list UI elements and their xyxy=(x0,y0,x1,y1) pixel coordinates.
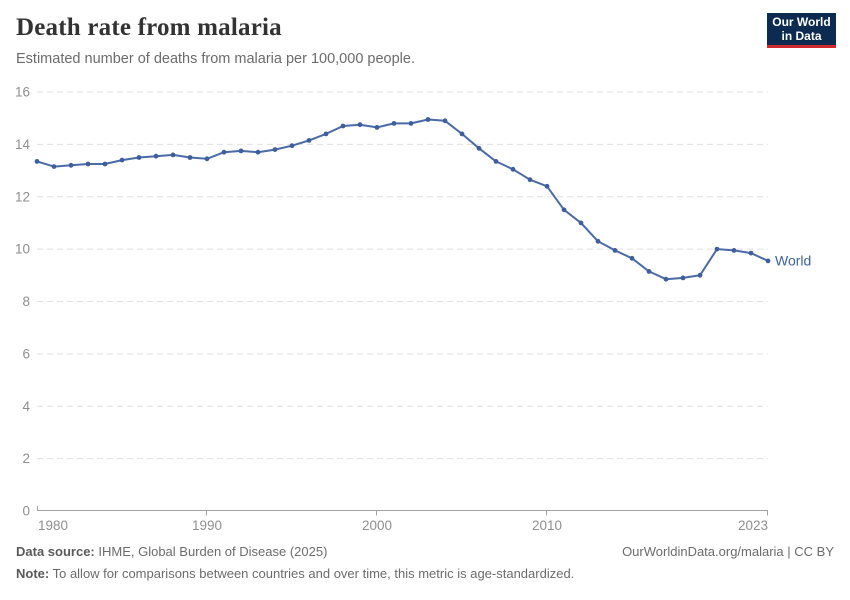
footer-left: Data source: IHME, Global Burden of Dise… xyxy=(16,544,574,588)
data-point xyxy=(663,276,669,282)
data-point xyxy=(323,131,329,137)
data-point xyxy=(459,131,465,137)
data-point xyxy=(476,145,482,151)
data-point xyxy=(102,161,108,167)
data-point xyxy=(408,121,414,126)
data-source-line: Data source: IHME, Global Burden of Dise… xyxy=(16,544,574,559)
data-point xyxy=(272,147,278,153)
y-tick-label: 0 xyxy=(22,504,30,519)
y-tick-label: 8 xyxy=(22,294,30,309)
data-point xyxy=(68,162,74,168)
y-tick-label: 10 xyxy=(15,242,30,257)
data-point xyxy=(34,159,40,164)
data-point xyxy=(85,161,91,167)
data-point xyxy=(357,122,363,128)
owid-logo-line1: Our World xyxy=(772,15,831,29)
note-text: To allow for comparisons between countri… xyxy=(49,566,575,581)
y-tick-label: 6 xyxy=(22,346,30,361)
data-point xyxy=(748,250,754,256)
series-line xyxy=(36,118,769,281)
data-point xyxy=(510,166,516,172)
data-point xyxy=(238,148,244,154)
data-point xyxy=(612,248,618,253)
data-point xyxy=(646,269,652,274)
y-tick-label: 4 xyxy=(22,399,30,414)
data-point xyxy=(731,248,737,253)
data-point xyxy=(442,118,448,124)
chart-title: Death rate from malaria xyxy=(16,14,282,41)
data-point xyxy=(306,138,312,143)
x-tick-label: 2023 xyxy=(738,518,768,533)
data-point xyxy=(153,153,159,159)
data-point xyxy=(680,275,686,281)
data-point xyxy=(289,143,295,149)
y-tick-label: 14 xyxy=(15,137,31,152)
data-point xyxy=(340,123,346,129)
data-point xyxy=(136,155,142,160)
data-point xyxy=(561,207,567,213)
x-tick-label: 1980 xyxy=(38,518,68,533)
y-tick-label: 2 xyxy=(22,451,30,466)
data-point xyxy=(425,117,431,122)
series-label: World xyxy=(775,252,811,268)
chart-subtitle: Estimated number of deaths from malaria … xyxy=(16,51,415,67)
data-point xyxy=(493,159,499,164)
data-point xyxy=(204,156,210,162)
chart-footer: Data source: IHME, Global Burden of Dise… xyxy=(16,544,834,588)
data-point xyxy=(544,183,550,189)
data-source-text: IHME, Global Burden of Disease (2025) xyxy=(94,544,328,559)
x-tick-label: 2000 xyxy=(362,518,392,533)
data-point xyxy=(714,246,720,252)
data-point xyxy=(595,238,601,244)
data-point xyxy=(170,152,176,158)
data-point xyxy=(527,177,533,183)
x-tick-label: 1990 xyxy=(192,518,222,533)
y-tick-label: 16 xyxy=(15,85,30,100)
data-point xyxy=(629,255,635,261)
data-point xyxy=(697,272,703,278)
data-point xyxy=(187,155,193,160)
x-tick-label: 2010 xyxy=(532,518,562,533)
data-point xyxy=(578,220,584,226)
owid-logo: Our World in Data xyxy=(767,13,836,48)
data-point xyxy=(765,258,771,264)
note-label: Note: xyxy=(16,566,50,581)
data-point xyxy=(51,164,57,170)
owid-logo-line2: in Data xyxy=(781,29,822,43)
footer-citation: OurWorldinData.org/malaria | CC BY xyxy=(622,544,834,559)
data-point xyxy=(221,149,227,155)
data-point xyxy=(119,157,125,163)
data-point xyxy=(374,125,380,130)
y-tick-label: 12 xyxy=(15,189,30,204)
data-source-label: Data source: xyxy=(16,544,95,559)
data-point xyxy=(255,149,261,155)
data-point xyxy=(391,121,397,126)
note-line: Note: To allow for comparisons between c… xyxy=(16,566,574,581)
